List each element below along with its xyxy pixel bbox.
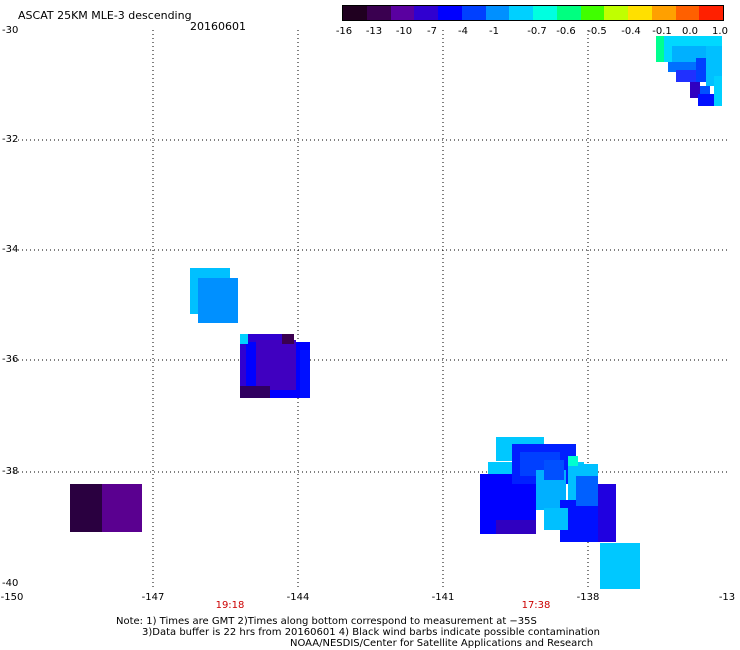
lon-label: -150: [0, 592, 24, 603]
color-scale-bar: [342, 5, 724, 21]
scale-label: -4: [458, 26, 468, 37]
scale-label: -7: [427, 26, 437, 37]
note-line-3: NOAA/NESDIS/Center for Satellite Applica…: [290, 638, 594, 649]
scale-label: -0.1: [652, 26, 672, 37]
pass-time-label: 17:38: [521, 600, 551, 611]
note-line-2: 3)Data buffer is 22 hrs from 20160601 4)…: [142, 627, 600, 638]
color-scale-segment: [699, 6, 723, 20]
scale-label: 0.0: [682, 26, 698, 37]
color-scale-segment: [366, 6, 391, 20]
scale-label: -1: [489, 26, 499, 37]
lat-label: -40: [2, 578, 19, 589]
scale-label: -0.6: [556, 26, 576, 37]
color-scale-segment: [461, 6, 486, 20]
scale-label: -0.7: [527, 26, 547, 37]
color-scale-segment: [485, 6, 510, 20]
color-scale-segment: [651, 6, 676, 20]
color-scale-segment: [556, 6, 581, 20]
color-scale-segment: [438, 6, 462, 20]
lat-label: -34: [2, 244, 19, 255]
scale-label: -0.4: [621, 26, 641, 37]
color-scale-segment: [533, 6, 557, 20]
wind-swath-block-1: [190, 268, 238, 323]
lon-label: -13: [718, 592, 736, 603]
lat-label: -30: [2, 25, 19, 36]
wind-swath-block-2: [240, 334, 310, 398]
lon-label: -141: [431, 592, 455, 603]
scale-label: 1.0: [712, 26, 728, 37]
pass-time-label: 19:18: [215, 600, 245, 611]
scale-label: -0.5: [587, 26, 607, 37]
color-scale-segment: [343, 6, 367, 20]
wind-swath-northeast: [656, 36, 722, 106]
lat-label: -38: [2, 466, 19, 477]
lon-label: -144: [286, 592, 310, 603]
wind-swath-southeast: [480, 437, 640, 589]
color-scale-segment: [390, 6, 415, 20]
color-scale-segment: [628, 6, 652, 20]
color-scale-segment: [580, 6, 605, 20]
scale-label: -13: [365, 26, 383, 37]
color-scale-segment: [509, 6, 533, 20]
wind-swath-block-3: [70, 484, 142, 532]
lat-label: -32: [2, 134, 19, 145]
lat-label: -36: [2, 354, 19, 365]
color-scale-segment: [414, 6, 438, 20]
color-scale-segment: [675, 6, 700, 20]
color-scale-segment: [604, 6, 628, 20]
lon-label: -138: [576, 592, 600, 603]
product-date: 20160601: [190, 20, 246, 33]
lon-label: -147: [141, 592, 165, 603]
product-title: ASCAT 25KM MLE-3 descending: [18, 9, 192, 22]
scale-label: -16: [335, 26, 353, 37]
scale-label: -10: [395, 26, 413, 37]
note-line-1: Note: 1) Times are GMT 2)Times along bot…: [116, 616, 537, 627]
